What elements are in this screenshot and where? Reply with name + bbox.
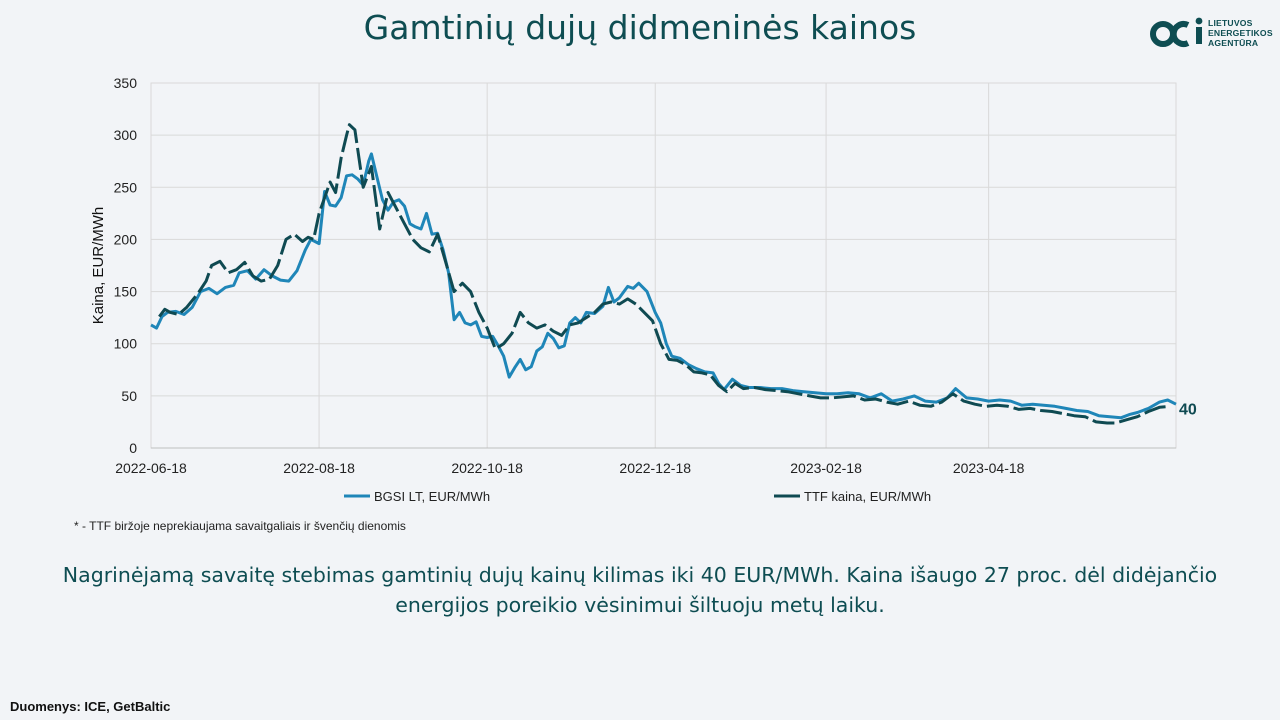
series-line-bgsi	[150, 152, 1177, 420]
logo-line: AGENTŪRA	[1208, 38, 1259, 48]
y-tick-label: 300	[114, 127, 138, 143]
y-axis-label: Kaina, EUR/MWh	[90, 207, 107, 325]
y-tick-label: 0	[129, 440, 137, 456]
plot-area	[150, 82, 1177, 449]
x-tick-label: 2022-10-18	[451, 460, 523, 476]
data-source: Duomenys: ICE, GetBaltic	[10, 699, 171, 714]
y-tick-label: 350	[114, 75, 138, 91]
x-tick-label: 2023-02-18	[790, 460, 862, 476]
footnote: * - TTF biržoje neprekiaujama savaitgali…	[74, 519, 406, 533]
end-value-label: 40	[1179, 401, 1197, 418]
y-tick-label: 200	[114, 231, 138, 247]
x-tick-label: 2023-04-18	[953, 460, 1025, 476]
legend-label: TTF kaina, EUR/MWh	[804, 489, 931, 504]
summary-text: Nagrinėjamą savaitę stebimas gamtinių du…	[62, 563, 1218, 617]
page-title: Gamtinių dujų didmeninės kainos	[363, 8, 917, 47]
logo-line: ENERGETIKOS	[1208, 28, 1273, 38]
x-tick-label: 2022-06-18	[115, 460, 187, 476]
y-tick-label: 100	[114, 336, 138, 352]
x-tick-label: 2022-08-18	[283, 460, 355, 476]
logo-line: LIETUVOS	[1208, 18, 1253, 28]
y-tick-label: 150	[114, 284, 138, 300]
x-tick-label: 2022-12-18	[619, 460, 691, 476]
agency-logo: LIETUVOS ENERGETIKOS AGENTŪRA	[1150, 16, 1275, 56]
logo-mark-icon	[1150, 17, 1203, 47]
legend-label: BGSI LT, EUR/MWh	[374, 489, 490, 504]
y-tick-label: 250	[114, 179, 138, 195]
y-tick-label: 50	[121, 388, 137, 404]
logo-text: LIETUVOS ENERGETIKOS AGENTŪRA	[1208, 18, 1273, 48]
series-line-ttf	[158, 123, 1171, 425]
